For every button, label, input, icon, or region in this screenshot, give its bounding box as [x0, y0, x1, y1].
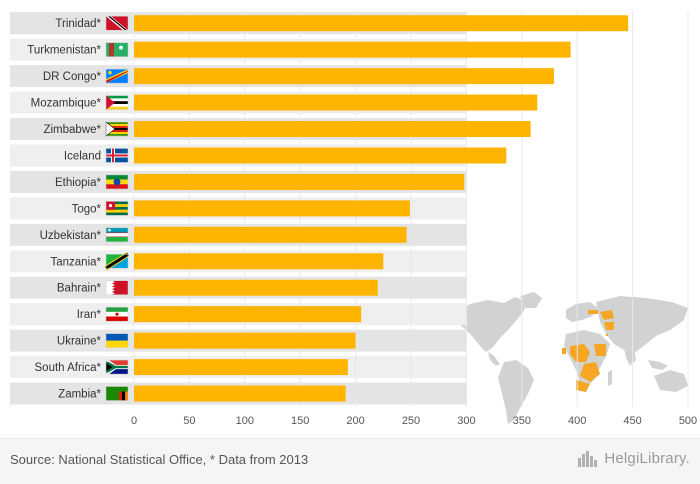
x-tick-label: 400	[568, 415, 586, 427]
x-tick-label: 150	[291, 415, 309, 427]
category-label: Zimbabwe*	[43, 124, 101, 136]
bar[interactable]	[134, 68, 554, 85]
zambia-flag-icon	[105, 386, 129, 401]
continent-shape	[648, 360, 668, 370]
ukraine-flag-icon	[105, 333, 129, 348]
highlighted-country-shape	[604, 322, 614, 330]
continent-shape	[520, 292, 542, 308]
bar[interactable]	[134, 94, 538, 111]
continent-shape	[596, 296, 688, 352]
bar[interactable]	[134, 359, 348, 376]
category-label: Uzbekistan*	[40, 230, 102, 242]
bahrain-flag-icon	[105, 280, 129, 295]
continent-shape	[608, 370, 612, 386]
bar[interactable]	[134, 332, 356, 349]
category-label: Iceland	[64, 150, 101, 162]
category-label: Zambia*	[58, 389, 101, 401]
tanzania-flag-icon	[104, 252, 130, 271]
mozambique-flag-icon	[105, 95, 129, 110]
category-label: Tanzania*	[50, 256, 101, 268]
category-label: Iran*	[77, 309, 102, 321]
library-icon	[578, 450, 600, 467]
highlighted-country-shape	[606, 334, 608, 336]
bar[interactable]	[134, 385, 346, 402]
brand-name: HelgiLibrary.	[604, 450, 690, 467]
x-tick-label: 500	[679, 415, 697, 427]
x-tick-label: 250	[402, 415, 420, 427]
bar[interactable]	[134, 15, 629, 32]
highlighted-country-shape	[594, 344, 606, 356]
iran-flag-icon	[105, 306, 129, 322]
ethiopia-flag-icon	[105, 174, 129, 190]
continent-shape	[488, 352, 500, 366]
category-label: Turkmenistan*	[27, 45, 101, 57]
continent-shape	[452, 297, 528, 352]
bar[interactable]	[134, 253, 384, 270]
x-tick-label: 350	[513, 415, 531, 427]
footer: Source: National Statistical Office, * D…	[0, 438, 700, 484]
category-label: Bahrain*	[57, 283, 102, 295]
continent-shape	[624, 348, 636, 366]
world-map	[452, 292, 688, 424]
continent-shape	[566, 302, 598, 322]
highlighted-country-shape	[576, 380, 590, 392]
x-tick-label: 100	[236, 415, 254, 427]
category-label: Ethiopia*	[55, 177, 102, 189]
turkmenistan-flag-icon	[105, 42, 129, 57]
category-label: Mozambique*	[31, 98, 102, 110]
x-tick-label: 0	[131, 415, 137, 427]
bar[interactable]	[134, 173, 465, 190]
x-tick-label: 50	[183, 415, 195, 427]
category-label: Trinidad*	[55, 18, 101, 30]
south-africa-flag-icon	[105, 359, 129, 375]
category-label: Ukraine*	[57, 336, 102, 348]
continent-shape	[654, 370, 688, 392]
x-tick-label: 200	[346, 415, 364, 427]
continent-shape	[498, 360, 534, 424]
bar[interactable]	[134, 226, 407, 243]
category-label: Togo*	[72, 203, 102, 215]
category-label: DR Congo*	[43, 71, 102, 83]
bar[interactable]	[134, 41, 571, 58]
bar[interactable]	[134, 147, 507, 164]
zimbabwe-flag-icon	[105, 121, 129, 137]
x-tick-label: 450	[623, 415, 641, 427]
togo-flag-icon	[105, 201, 129, 216]
highlighted-country-shape	[562, 348, 566, 354]
dr-congo-flag-icon	[105, 68, 129, 84]
bar[interactable]	[134, 200, 410, 217]
highlighted-country-shape	[600, 310, 614, 320]
highlighted-country-shape	[588, 310, 598, 314]
bar[interactable]	[134, 306, 362, 323]
category-label: South Africa*	[35, 362, 102, 374]
trinidad-flag-icon	[105, 15, 129, 31]
highlighted-country-shape	[580, 362, 600, 382]
bar[interactable]	[134, 279, 378, 296]
brand-logo[interactable]: HelgiLibrary.	[578, 450, 690, 467]
highlighted-country-shape	[570, 344, 590, 362]
source-note: Source: National Statistical Office, * D…	[10, 452, 309, 467]
uzbekistan-flag-icon	[105, 227, 129, 243]
bar[interactable]	[134, 121, 531, 138]
iceland-flag-icon	[105, 148, 129, 163]
x-tick-label: 300	[457, 415, 475, 427]
